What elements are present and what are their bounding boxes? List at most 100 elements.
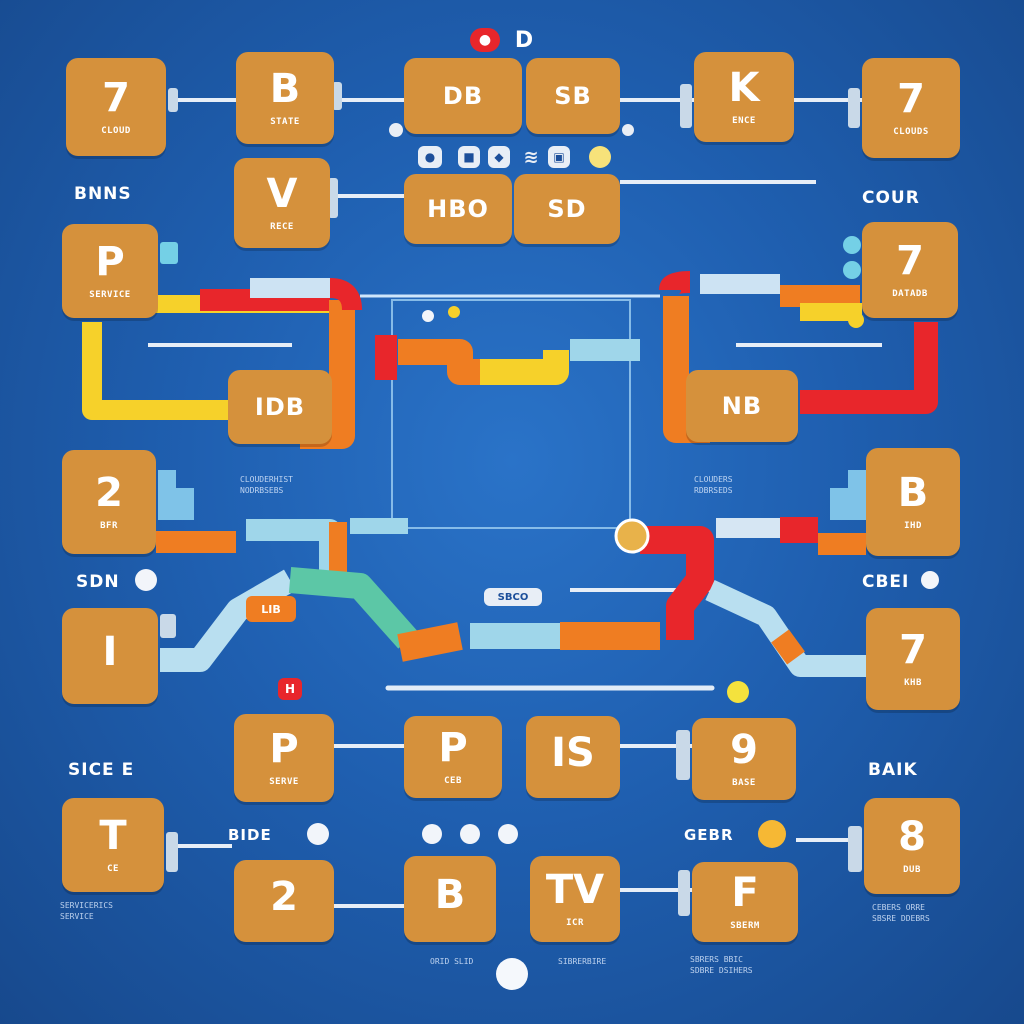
caption-bottom-right-2: SBRERS BBIC SDBRE DSIHERS <box>690 955 753 975</box>
tile-service[interactable]: P SERVICE <box>62 224 158 318</box>
label-right-3: BAIK <box>868 760 918 780</box>
center-frame <box>391 299 631 529</box>
tile-datadb[interactable]: 7 DATADB <box>862 222 958 318</box>
orange-chip: LIB <box>246 596 296 622</box>
tile-tv[interactable]: TV ICR <box>530 856 620 942</box>
tile-ihd-glyph: B <box>897 470 929 516</box>
tile-datadb-label: DATADB <box>892 289 928 299</box>
center-chip[interactable]: SBCO <box>484 588 542 606</box>
tile-hbo[interactable]: HBO <box>404 174 512 244</box>
tile-dub-glyph: 8 <box>898 814 926 860</box>
tile-two[interactable]: 2 <box>234 860 334 942</box>
tile-idb[interactable]: IDB <box>228 370 332 444</box>
label-right-4: GEBR <box>684 826 734 844</box>
tile-hbo-label: HBO <box>427 195 489 223</box>
tile-serve[interactable]: P SERVE <box>234 714 334 802</box>
label-right-2: CBEI <box>862 572 910 592</box>
red-marker: H <box>278 678 302 700</box>
pipe-upper-right-redv <box>800 322 938 414</box>
tile-b-bottom[interactable]: B <box>404 856 496 942</box>
tile-state-label: STATE <box>270 117 300 127</box>
tile-ceb-glyph: P <box>438 725 468 771</box>
tile-ence-glyph: K <box>728 65 760 111</box>
tile-clouds-label: CLOUDS <box>893 127 929 137</box>
tile-ceb[interactable]: P CEB <box>404 716 502 798</box>
tile-sb-label: SB <box>554 82 592 110</box>
tile-rece[interactable]: V RECE <box>234 158 330 248</box>
tile-rece-glyph: V <box>266 171 298 217</box>
tile-ce-label: CE <box>107 864 119 874</box>
tile-ceb-label: CEB <box>444 776 462 786</box>
tile-service-label: SERVICE <box>89 290 131 300</box>
tile-ihd[interactable]: B IHD <box>866 448 960 556</box>
tile-tv-label: ICR <box>566 918 584 928</box>
tile-sberm-glyph: F <box>731 870 759 916</box>
indicator-dots <box>135 123 939 990</box>
pipe-upper-right-red <box>659 271 691 295</box>
tile-datadb-glyph: 7 <box>896 238 924 284</box>
tile-sberm[interactable]: F SBERM <box>692 862 798 942</box>
caption-bottom-right: CEBERS ORRE SBSRE DDEBRS <box>872 903 930 923</box>
pipe-upper-left-yellow <box>82 322 230 420</box>
tile-bfr[interactable]: 2 BFR <box>62 450 156 554</box>
tile-state[interactable]: B STATE <box>236 52 334 144</box>
tile-dub[interactable]: 8 DUB <box>864 798 960 894</box>
pipe-upper-left-cap <box>329 278 362 311</box>
tile-bfr-glyph: 2 <box>95 470 123 516</box>
tile-nb-label: NB <box>721 392 763 420</box>
tile-db-label: DB <box>442 82 484 110</box>
tile-i[interactable]: I <box>62 608 158 704</box>
tile-is[interactable]: IS <box>526 716 620 798</box>
status-chip-3: ◆ <box>488 146 510 168</box>
tile-clouds-glyph: 7 <box>897 76 925 122</box>
status-chip-1: ● <box>418 146 442 168</box>
label-left-1: BNNS <box>74 184 132 204</box>
caption-bottom-left: SERVICERICS SERVICE <box>60 901 113 921</box>
tile-idb-label: IDB <box>254 393 306 421</box>
tile-sb[interactable]: SB <box>526 58 620 134</box>
tile-cloud-label: CLOUD <box>101 126 131 136</box>
label-left-2: SDN <box>76 572 120 592</box>
tile-rece-label: RECE <box>270 222 294 232</box>
tile-is-glyph: IS <box>551 730 595 776</box>
pipe-lower-right-orange <box>771 629 805 665</box>
tile-base[interactable]: 9 BASE <box>692 718 796 800</box>
tile-base-glyph: 9 <box>730 727 758 773</box>
tile-serve-glyph: P <box>269 726 299 772</box>
pipe-center-orange <box>398 339 480 385</box>
caption-bottom-center: ORID SLID <box>430 957 474 966</box>
pipe-mid-right-red <box>640 526 714 640</box>
tile-two-glyph: 2 <box>270 874 298 920</box>
status-chip-2: ■ <box>458 146 480 168</box>
caption-left-mid: CLOUDERHIST NODRBSEBS <box>240 475 293 495</box>
step-decor <box>158 470 866 520</box>
tile-ihd-label: IHD <box>904 521 922 531</box>
tile-sd[interactable]: SD <box>514 174 620 244</box>
tile-db[interactable]: DB <box>404 58 522 134</box>
pipe-lower-center-orange <box>397 622 463 662</box>
status-chip-4: ▣ <box>548 146 570 168</box>
tile-sberm-label: SBERM <box>730 921 760 931</box>
tile-khb-label: KHB <box>904 678 922 688</box>
tile-ence[interactable]: K ENCE <box>694 52 794 142</box>
connector-caps <box>160 82 862 916</box>
tile-bfr-label: BFR <box>100 521 118 531</box>
tile-service-glyph: P <box>95 239 125 285</box>
tile-state-glyph: B <box>269 66 301 112</box>
tile-cloud[interactable]: 7 CLOUD <box>66 58 166 156</box>
tile-i-glyph: I <box>102 629 118 675</box>
tile-serve-label: SERVE <box>269 777 299 787</box>
tile-nb[interactable]: NB <box>686 370 798 442</box>
tile-cloud-glyph: 7 <box>102 75 130 121</box>
label-right-1: COUR <box>862 188 920 208</box>
tile-b-bottom-glyph: B <box>434 872 466 918</box>
tile-dub-label: DUB <box>903 865 921 875</box>
tile-ce[interactable]: T CE <box>62 798 164 892</box>
caption-bottom-center-right: SIBRERBIRE <box>558 957 607 966</box>
tile-clouds[interactable]: 7 CLOUDS <box>862 58 960 158</box>
tile-ce-glyph: T <box>99 813 127 859</box>
tile-sd-label: SD <box>547 195 587 223</box>
top-badge-left: ● <box>470 28 500 52</box>
top-badge-right: D <box>514 27 534 53</box>
tile-khb[interactable]: 7 KHB <box>866 608 960 710</box>
